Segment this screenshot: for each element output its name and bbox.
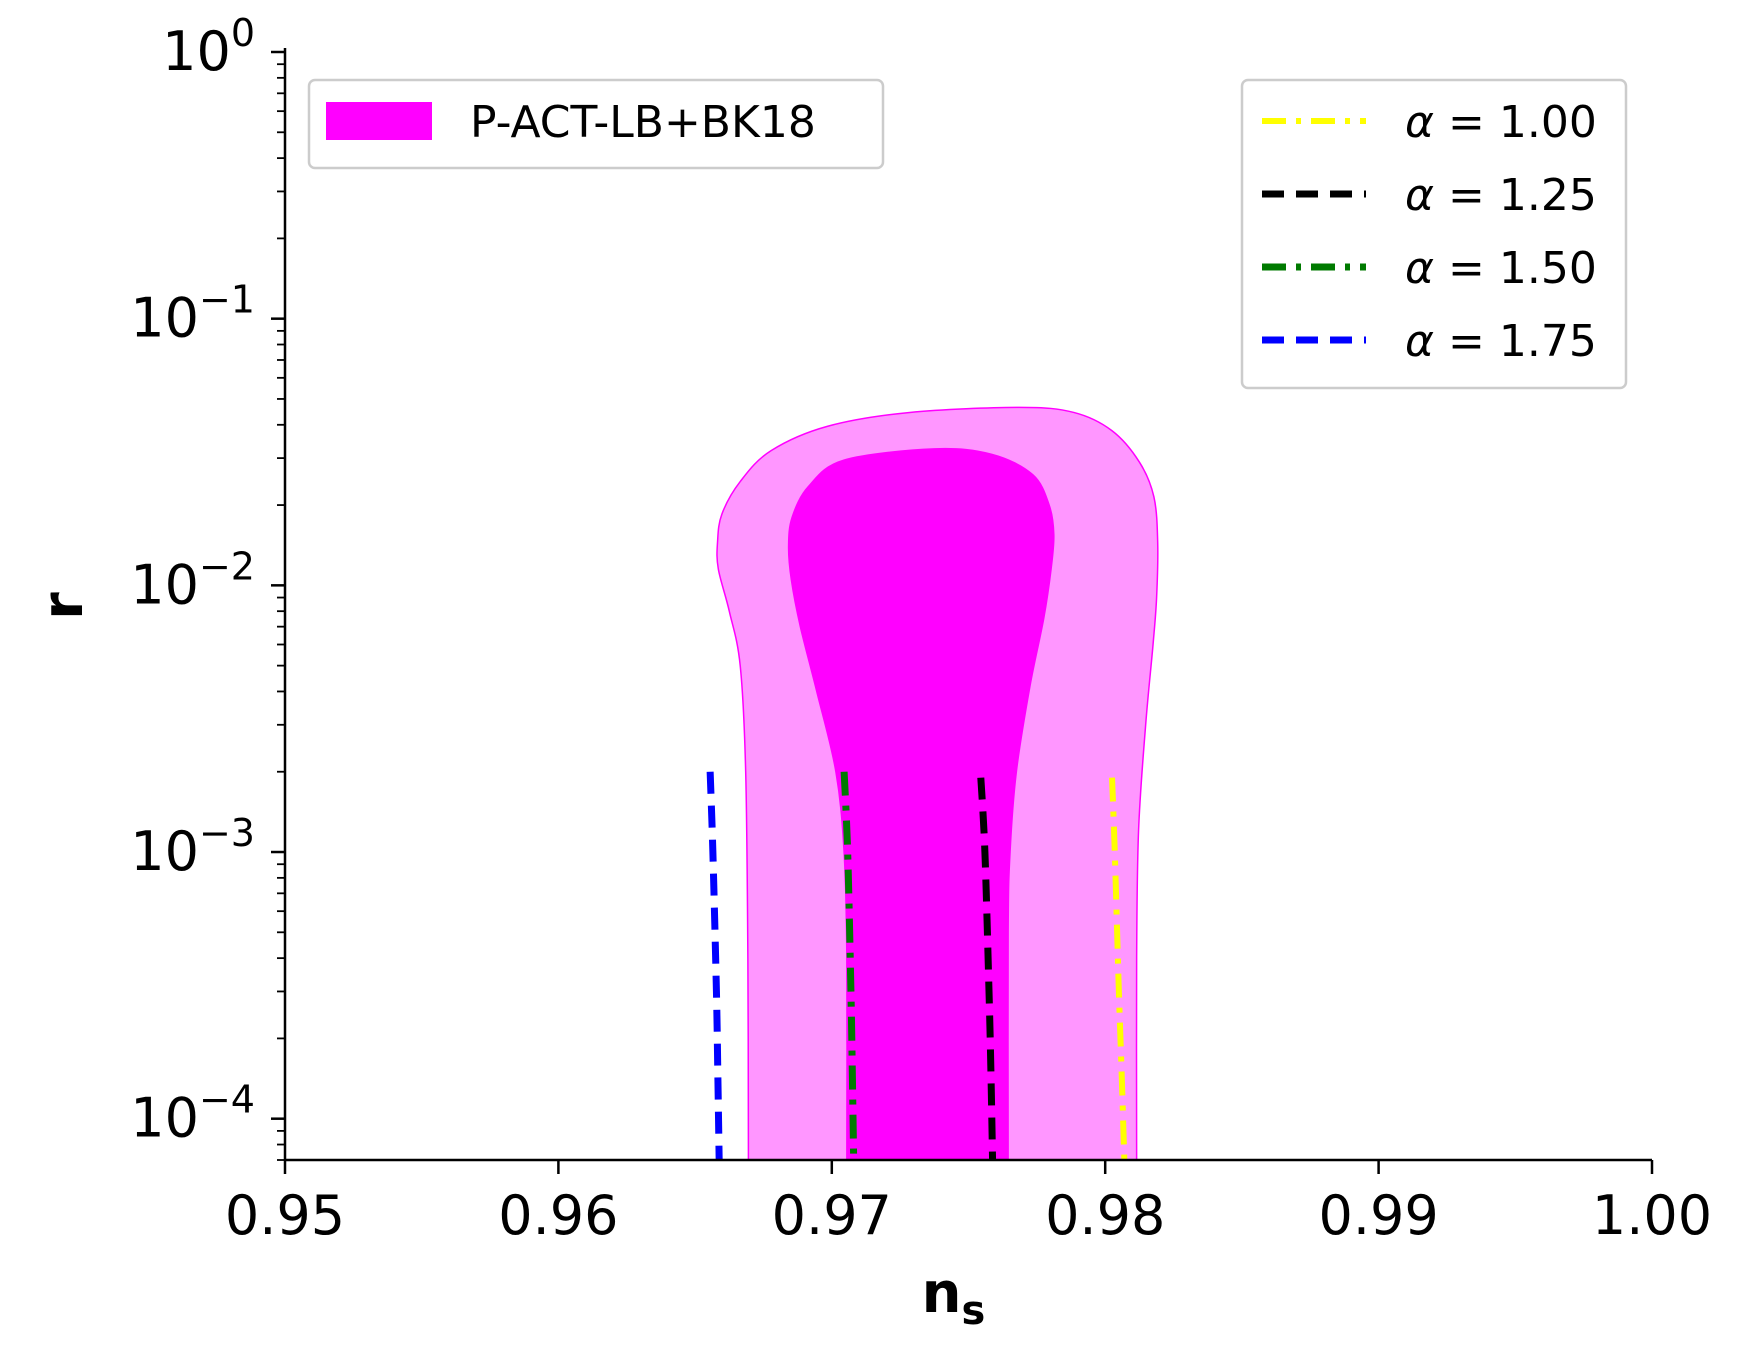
axes-layer: 0.95 0.96 0.97 0.98 0.99 1.00 10−4 10−3 10−2 10−1… — [31, 11, 1712, 1334]
series-line-3 — [840, 771, 858, 1161]
series-line-4 — [706, 771, 723, 1161]
y-tick-label: 10−1 — [130, 278, 255, 350]
y-tick-label: 10−2 — [130, 544, 255, 616]
x-tick-label: 0.96 — [498, 1184, 618, 1247]
x-tick-label: 0.98 — [1045, 1184, 1165, 1247]
contour-legend-label: P-ACT-LB+BK18 — [470, 97, 816, 148]
y-tick-label: 10−4 — [130, 1078, 255, 1150]
series-layer — [706, 771, 1128, 1161]
x-tick-label: 0.99 — [1318, 1184, 1438, 1247]
series-line-1 — [1109, 777, 1128, 1161]
x-axis-label: ns — [922, 1261, 986, 1334]
contour-layer — [716, 406, 1159, 1161]
legend-label-1: α = 1.00 — [1405, 97, 1597, 148]
y-axis-label: r — [31, 592, 96, 620]
series-line-2 — [977, 777, 997, 1161]
legend-label-2: α = 1.25 — [1405, 170, 1597, 221]
contour-legend-box — [307, 78, 885, 170]
y-tick-label: 10−3 — [130, 811, 255, 883]
legend-layer: P-ACT-LB+BK18 α = 1.00 α = 1.25 α = 1.50 α =… — [307, 78, 1628, 390]
y-tick-label: 100 — [162, 11, 255, 83]
x-tick-label: 1.00 — [1592, 1184, 1712, 1247]
legend-label-3: α = 1.50 — [1405, 243, 1597, 294]
legend-label-4: α = 1.75 — [1405, 316, 1597, 367]
contour-legend-swatch — [326, 102, 432, 140]
x-tick-label: 0.97 — [772, 1184, 892, 1247]
series-legend-box — [1240, 78, 1628, 390]
x-tick-label: 0.95 — [225, 1184, 345, 1247]
